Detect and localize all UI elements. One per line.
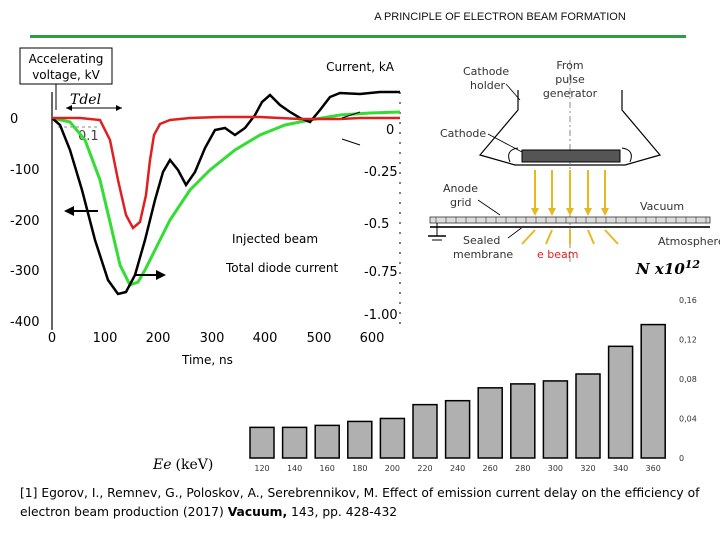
left-tick: -300 — [10, 264, 40, 279]
bar-chart-xtick: 340 — [613, 464, 628, 473]
bar-chart-xtick: 280 — [515, 464, 530, 473]
bar-260 — [477, 387, 503, 459]
time-axis-label: Time, ns — [181, 353, 233, 367]
bar-chart-xtick: 220 — [417, 464, 432, 473]
left-tick: 0 — [10, 112, 18, 127]
oscillogram: Accelerating voltage, kV Current, kA 0 -… — [10, 47, 401, 367]
e-beam-label: e beam — [537, 248, 578, 261]
injected-beam-label: Injected beam — [232, 232, 318, 246]
cathode-holder-label-line1: Cathode — [463, 65, 509, 78]
title-divider — [30, 35, 686, 38]
right-tick: -1.00 — [364, 308, 398, 323]
tdel-value: 0.1 — [78, 129, 99, 144]
bar-chart-ytick: 0,12 — [679, 335, 697, 344]
bar-320 — [575, 373, 601, 459]
bar-chart: N x1012 0 0,04 0,08 0,12 0,16 120 140 160 180 20… — [152, 258, 700, 473]
citation-rest: 143, pp. 428-432 — [287, 505, 398, 519]
atmosphere-label: Atmosphere — [658, 235, 720, 248]
right-tick-labels: 0 -0.25 -0.5 -0.75 -1.00 — [364, 123, 398, 323]
bar-chart-xtick: 180 — [352, 464, 367, 473]
bar-chart-ytick: 0 — [679, 454, 684, 463]
tdel-label: Tdel — [70, 92, 101, 108]
bar-220 — [412, 403, 438, 459]
bar-chart-ytick: 0,08 — [679, 375, 697, 384]
sealed-membrane-label-line2: membrane — [453, 248, 513, 261]
left-tick: -100 — [10, 163, 40, 178]
current-axis-label: Current, kA — [326, 60, 395, 74]
anode-grid — [429, 216, 711, 224]
pulse-generator-label-line2: pulse — [555, 73, 585, 86]
bar-240 — [444, 399, 471, 459]
diode-current-label: Total diode current — [225, 261, 339, 275]
x-tick: 100 — [93, 331, 118, 346]
accelerating-voltage-curve — [51, 90, 400, 296]
slide-title: A PRINCIPLE OF ELECTRON BEAM FORMATION — [374, 11, 626, 23]
voltage-axis-label-line1: Accelerating — [29, 52, 104, 66]
diode-current-label-box — [222, 257, 342, 274]
left-tick: -200 — [10, 214, 40, 229]
bar-200 — [379, 417, 406, 459]
beam-schematic: Cathode holder From pulse generator Cath… — [428, 59, 720, 262]
bar-140 — [281, 426, 308, 459]
bar-chart-xtick: 160 — [320, 464, 335, 473]
x-tick: 400 — [253, 331, 278, 346]
bar-280 — [510, 383, 536, 459]
vacuum-label: Vacuum — [640, 200, 684, 213]
bar-chart-ytick: 0,04 — [679, 414, 697, 423]
bar-160 — [314, 424, 340, 459]
cathode-label: Cathode — [440, 127, 486, 140]
cathode — [521, 149, 621, 163]
anode-grid-label-line1: Anode — [443, 182, 478, 195]
bar-chart-xtick: 260 — [483, 464, 498, 473]
bar-chart-xtick: 360 — [646, 464, 661, 473]
x-tick: 300 — [200, 331, 225, 346]
left-tick: -400 — [10, 315, 40, 330]
left-tick-labels: 0 -100 -200 -300 -400 — [10, 112, 40, 330]
bar-chart-ylabel: N x1012 — [635, 258, 700, 278]
citation: [1] Egorov, I., Remnev, G., Poloskov, A.… — [20, 484, 700, 522]
x-tick: 0 — [48, 331, 56, 346]
bar-chart-xtick: 140 — [287, 464, 302, 473]
x-tick: 500 — [307, 331, 332, 346]
sealed-membrane-label-line1: Sealed — [463, 234, 500, 247]
bar-chart-xlabel: Ee (keV) — [152, 457, 213, 473]
bar-chart-xtick: 200 — [385, 464, 400, 473]
x-tick: 600 — [360, 331, 385, 346]
bar-120 — [249, 426, 275, 459]
injected-beam-curve — [52, 115, 400, 230]
citation-journal: Vacuum, — [227, 505, 288, 519]
right-tick: -0.25 — [364, 165, 398, 180]
pulse-generator-label-line1: From — [556, 59, 583, 72]
cathode-holder-housing — [478, 90, 662, 166]
bar-180 — [347, 420, 373, 459]
x-tick: 200 — [146, 331, 171, 346]
bar-chart-xtick: 240 — [450, 464, 465, 473]
right-tick: -0.5 — [364, 217, 389, 232]
bar-chart-xtick: 320 — [580, 464, 595, 473]
right-tick: -0.75 — [364, 265, 398, 280]
bar-360 — [640, 323, 666, 459]
voltage-label-box — [19, 47, 113, 85]
voltage-axis-label-line2: voltage, kV — [32, 68, 100, 82]
bar-chart-xtick: 120 — [254, 464, 269, 473]
x-tick-labels: 0 100 200 300 400 500 600 — [48, 331, 385, 346]
right-tick: 0 — [386, 123, 394, 138]
cathode-holder-label-line2: holder — [470, 79, 506, 92]
bar-340 — [607, 345, 634, 459]
bar-chart-ytick: 0,16 — [679, 296, 697, 305]
citation-text: [1] Egorov, I., Remnev, G., Poloskov, A.… — [20, 486, 700, 519]
beam-arrows — [521, 170, 619, 245]
bar-300 — [542, 380, 569, 459]
anode-grid-label-line2: grid — [450, 196, 472, 209]
pulse-generator-label-line3: generator — [543, 87, 598, 100]
injected-beam-label-box — [227, 228, 319, 245]
bar-chart-xtick: 300 — [548, 464, 563, 473]
